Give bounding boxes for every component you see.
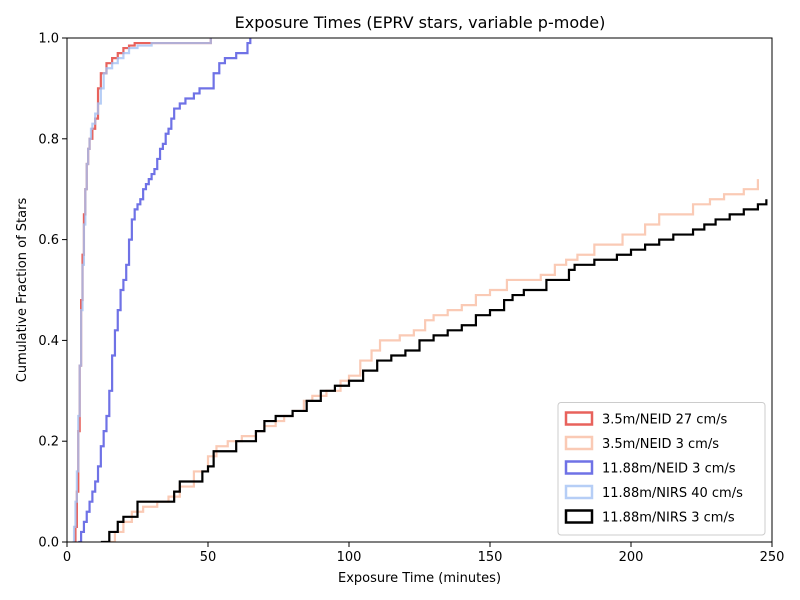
x-tick-label: 250 <box>760 550 785 565</box>
legend-swatch <box>564 484 594 500</box>
x-axis: 0 50 100 150 200 250 <box>63 542 785 565</box>
y-tick-label: 0.2 <box>38 435 59 450</box>
x-tick-label: 200 <box>619 550 644 565</box>
series-line-4 <box>72 38 212 542</box>
x-tick-label: 150 <box>478 550 503 565</box>
x-tick-label: 0 <box>63 550 71 565</box>
plot-frame <box>66 37 773 543</box>
y-axis-label: Cumulative Fraction of Stars <box>15 198 30 383</box>
x-tick-label: 50 <box>200 550 217 565</box>
legend-label: 11.88m/NIRS 3 cm/s <box>602 511 735 526</box>
legend-label: 11.88m/NEID 3 cm/s <box>602 462 736 477</box>
series-layer <box>72 38 768 542</box>
legend: 3.5m/NEID 27 cm/s 3.5m/NEID 3 cm/s 11.88m/… <box>557 402 766 536</box>
x-tick-label: 100 <box>337 550 362 565</box>
series-group <box>72 38 768 542</box>
y-tick-label: 0.0 <box>38 536 59 551</box>
chart-title: Exposure Times (EPRV stars, variable p-m… <box>235 13 606 32</box>
series-line-5 <box>100 199 768 542</box>
y-tick-label: 0.4 <box>38 334 59 349</box>
legend-swatch <box>564 435 594 451</box>
legend-label: 3.5m/NEID 3 cm/s <box>602 437 719 452</box>
y-tick-label: 0.8 <box>38 132 59 147</box>
y-axis: 0.0 0.2 0.4 0.6 0.8 1.0 <box>38 32 67 551</box>
legend-box <box>557 402 766 536</box>
legend-swatch <box>564 460 594 475</box>
legend-label: 11.88m/NIRS 40 cm/s <box>602 486 743 501</box>
x-axis-label: Exposure Time (minutes) <box>338 571 501 586</box>
legend-swatch <box>564 509 594 524</box>
series-line-2 <box>103 179 759 542</box>
y-tick-label: 1.0 <box>38 32 59 47</box>
legend-label: 3.5m/NEID 27 cm/s <box>602 413 727 428</box>
legend-swatch <box>564 411 594 426</box>
y-tick-label: 0.6 <box>38 233 59 248</box>
series-line-3 <box>78 38 252 542</box>
